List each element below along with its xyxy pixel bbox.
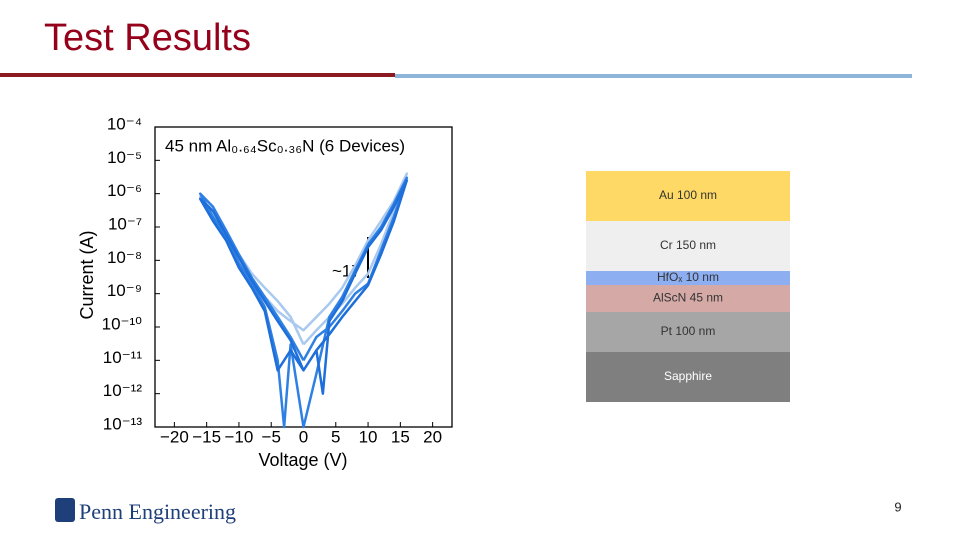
- chart-title: 45 nm Al₀.₆₄Sc₀.₃₆N (6 Devices): [165, 136, 405, 155]
- y-tick-label: 10⁻¹¹: [103, 348, 143, 367]
- layer-label: Cr 150 nm: [660, 238, 716, 252]
- layer: [586, 285, 790, 312]
- x-tick-label: 10: [359, 427, 378, 446]
- logo-text: Penn Engineering: [79, 499, 236, 524]
- x-axis-label: Voltage (V): [258, 450, 347, 470]
- y-tick-label: 10⁻¹²: [103, 381, 143, 400]
- x-tick-label: 20: [423, 427, 442, 446]
- y-tick-label: 10⁻⁵: [107, 148, 142, 167]
- layer-label: HfOₓ 10 nm: [657, 270, 719, 284]
- y-tick-label: 10⁻¹⁰: [102, 314, 143, 333]
- layer: [586, 312, 790, 352]
- chart: 45 nm Al₀.₆₄Sc₀.₃₆N (6 Devices) Voltage …: [77, 114, 453, 470]
- series-line: [198, 176, 409, 429]
- layer: [586, 171, 790, 221]
- x-tick-label: −10: [225, 427, 254, 446]
- layer: [586, 221, 790, 271]
- slide-title: Test Results: [44, 17, 251, 59]
- series-line: [198, 172, 409, 346]
- y-tick-label: 10⁻⁸: [107, 248, 142, 267]
- x-tick-label: −5: [262, 427, 281, 446]
- layer-stack: Au 100 nm Cr 150 nm HfOₓ 10 nm AlScN 45 nm P…: [586, 171, 790, 402]
- logo-shield: [55, 498, 75, 522]
- y-tick-label: 10⁻⁷: [108, 214, 142, 233]
- layer: [586, 271, 790, 285]
- page-number: 9: [894, 499, 901, 514]
- y-tick-label: 10⁻⁹: [107, 281, 142, 300]
- x-tick-label: −20: [160, 427, 189, 446]
- plot-frame: [154, 126, 453, 428]
- y-tick-label: 10⁻⁴: [107, 114, 142, 133]
- layer-label: Sapphire: [664, 369, 712, 383]
- layer-label: AlScN 45 nm: [653, 291, 723, 305]
- x-tick-label: 5: [331, 427, 340, 446]
- logo: Penn Engineering: [55, 498, 236, 524]
- divider-red: [0, 73, 395, 77]
- layer-label: Au 100 nm: [659, 188, 717, 202]
- y-axis-label: Current (A): [77, 230, 97, 319]
- x-tick-label: 15: [391, 427, 410, 446]
- x-tick-label: 0: [299, 427, 308, 446]
- x-tick-label: −15: [192, 427, 221, 446]
- divider-blue: [395, 74, 912, 78]
- y-tick-label: 10⁻¹³: [103, 414, 143, 433]
- layer-label: Pt 100 nm: [661, 324, 716, 338]
- series-line: [198, 179, 409, 395]
- layer: [586, 352, 790, 402]
- y-tick-label: 10⁻⁶: [107, 181, 142, 200]
